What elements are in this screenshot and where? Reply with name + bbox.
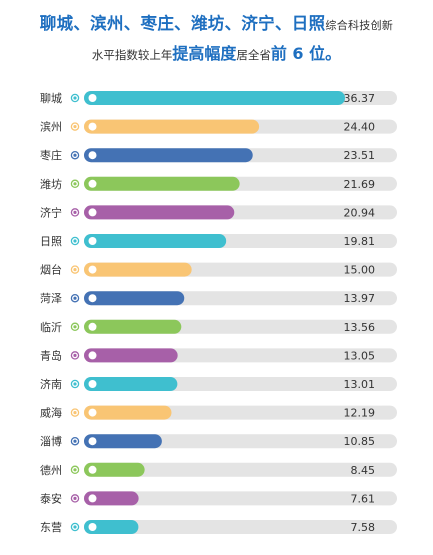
bar-start-dot [88, 179, 97, 188]
category-label: 泰安 [40, 491, 62, 505]
value-label: 10.85 [344, 435, 376, 448]
category-marker-dot [73, 411, 77, 415]
value-label: 24.40 [344, 121, 376, 134]
bar-track [84, 434, 397, 449]
bar [84, 348, 178, 363]
category-label: 淄博 [40, 435, 62, 448]
bar-start-dot [88, 494, 97, 503]
category-label: 潍坊 [40, 177, 62, 191]
bar-start-dot [88, 122, 97, 131]
bar-track [84, 491, 397, 506]
headline-line2: 水平指数较上年提高幅度居全省前 6 位。 [0, 40, 433, 64]
category-marker-dot [73, 353, 77, 357]
category-marker-dot [73, 182, 77, 186]
value-label: 20.94 [344, 206, 376, 219]
headline-line2-small-a: 水平指数较上年 [91, 48, 173, 62]
bar [84, 234, 227, 248]
value-label: 23.51 [344, 149, 376, 162]
bar-start-dot [88, 408, 97, 417]
bar [84, 291, 185, 306]
bar-start-dot [88, 322, 97, 331]
bar-start-dot [88, 151, 97, 160]
bar [84, 405, 172, 420]
category-marker-dot [73, 296, 77, 300]
value-label: 15.00 [344, 264, 376, 277]
bar [84, 462, 145, 477]
category-label: 济南 [40, 377, 62, 391]
headline-line2-small-b: 居全省 [236, 48, 271, 62]
value-label: 8.45 [351, 464, 376, 477]
bar [84, 491, 139, 506]
value-label: 13.01 [344, 378, 376, 391]
category-label: 德州 [40, 463, 62, 477]
bar [84, 119, 260, 134]
bar [84, 205, 235, 220]
value-label: 13.05 [344, 349, 376, 362]
bar [84, 91, 345, 105]
category-marker-dot [73, 525, 77, 529]
bar-start-dot [88, 265, 97, 274]
category-marker-dot [73, 268, 77, 272]
bar [84, 434, 162, 449]
category-label: 枣庄 [40, 148, 62, 162]
category-label: 烟台 [40, 263, 62, 277]
category-label: 青岛 [40, 348, 62, 362]
category-label: 日照 [40, 235, 62, 248]
category-label: 济宁 [40, 205, 62, 219]
category-label: 滨州 [40, 120, 62, 134]
bar-start-dot [88, 437, 97, 446]
category-label: 威海 [40, 406, 62, 420]
value-label: 12.19 [344, 407, 376, 420]
bar [84, 520, 139, 534]
bar-start-dot [88, 380, 97, 388]
bar-start-dot [88, 94, 97, 102]
bar [84, 262, 192, 277]
value-label: 19.81 [344, 235, 376, 248]
bar-start-dot [88, 208, 97, 217]
bar-track [84, 462, 397, 477]
value-label: 21.69 [344, 178, 376, 191]
value-label: 13.56 [344, 321, 376, 334]
category-marker-dot [73, 325, 77, 329]
bar-start-dot [88, 294, 97, 303]
headline-line1: 聊城、滨州、枣庄、潍坊、济宁、日照综合科技创新 [0, 10, 433, 34]
category-marker-dot [73, 496, 77, 500]
category-label: 菏泽 [40, 292, 62, 305]
category-marker-dot [73, 382, 77, 386]
category-marker-dot [73, 153, 77, 157]
bar [84, 176, 240, 191]
category-label: 临沂 [40, 320, 62, 334]
category-label: 东营 [40, 520, 62, 534]
value-label: 36.37 [344, 92, 376, 105]
category-marker-dot [73, 96, 77, 100]
value-label: 7.58 [351, 521, 376, 534]
bar-start-dot [88, 237, 97, 245]
bar-start-dot [88, 351, 97, 360]
headline-line2-bold-b: 前 6 位。 [270, 44, 342, 63]
category-marker-dot [73, 468, 77, 472]
value-label: 13.97 [344, 292, 376, 305]
category-marker-dot [73, 439, 77, 443]
bar [84, 377, 178, 391]
bar-start-dot [88, 465, 97, 474]
headline-line2-bold-a: 提高幅度 [172, 44, 237, 63]
value-label: 7.61 [351, 492, 376, 505]
headline-line1-bold: 聊城、滨州、枣庄、潍坊、济宁、日照 [39, 14, 326, 33]
category-label: 聊城 [40, 91, 62, 105]
bar [84, 319, 182, 334]
category-marker-dot [73, 210, 77, 214]
bar-start-dot [88, 523, 97, 531]
category-marker-dot [73, 125, 77, 129]
bar [84, 148, 253, 163]
bar-track [84, 520, 397, 534]
headline-line1-small: 综合科技创新 [325, 19, 394, 32]
category-marker-dot [73, 239, 77, 243]
